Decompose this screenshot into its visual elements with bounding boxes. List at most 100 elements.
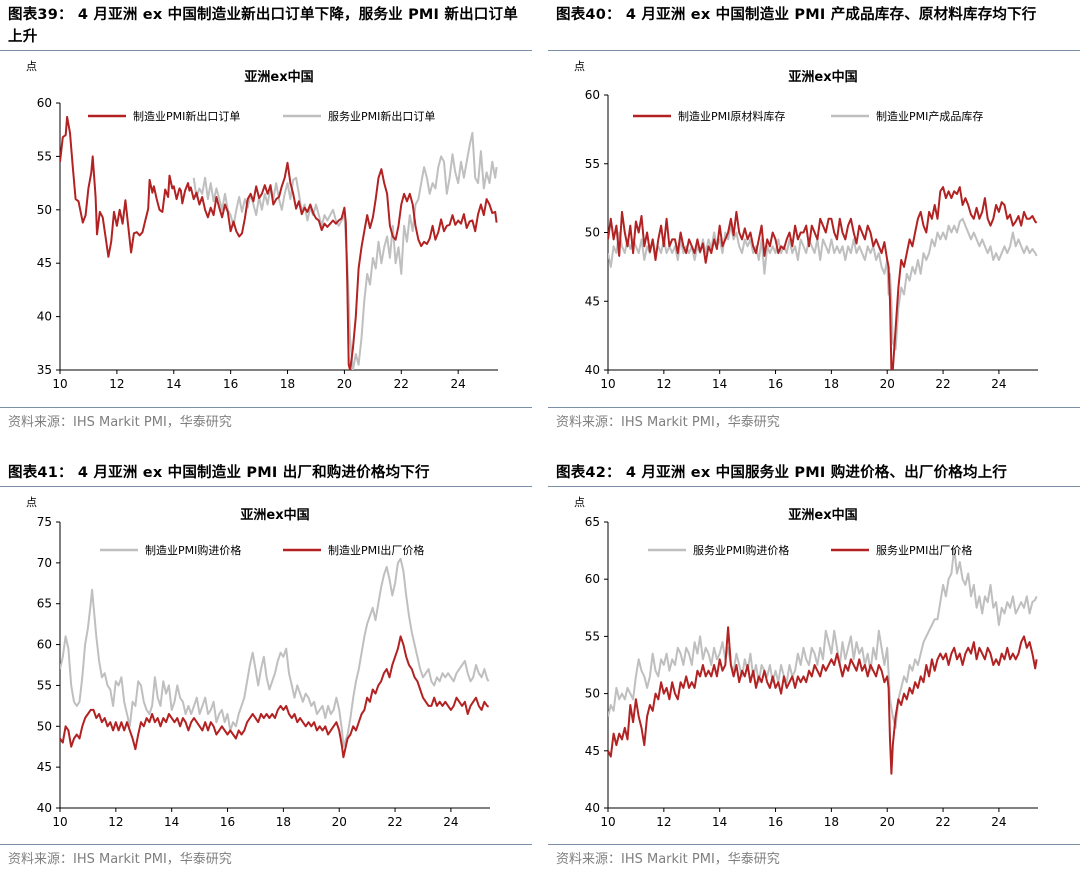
x-tick-label: 14 xyxy=(712,815,727,829)
chart-title: 亚洲ex中国 xyxy=(240,507,309,523)
x-tick-label: 14 xyxy=(164,815,179,829)
y-tick-label: 60 xyxy=(585,88,600,102)
source-note: 资料来源：IHS Markit PMI，华泰研究 xyxy=(8,415,232,430)
legend-label: 制造业PMI原材料库存 xyxy=(678,109,785,123)
chart-panel-42: 图表42： 4 月亚洲 ex 中国服务业 PMI 购进价格、出厂价格均上行 点亚… xyxy=(548,436,1080,872)
y-tick-label: 70 xyxy=(37,556,52,570)
x-tick-label: 20 xyxy=(880,815,895,829)
y-tick-label: 75 xyxy=(37,515,52,529)
legend-label: 服务业PMI新出口订单 xyxy=(328,109,435,123)
y-tick-label: 60 xyxy=(585,572,600,586)
x-tick-label: 22 xyxy=(935,815,950,829)
y-tick-label: 50 xyxy=(585,226,600,240)
x-tick-label: 10 xyxy=(600,815,615,829)
source-rule xyxy=(0,407,532,408)
chart-title: 亚洲ex中国 xyxy=(788,69,857,85)
x-tick-label: 12 xyxy=(109,377,124,391)
y-unit-label: 点 xyxy=(26,60,37,73)
x-tick-label: 20 xyxy=(880,377,895,391)
chart-panel-39: 图表39： 4 月亚洲 ex 中国制造业新出口订单下降，服务业 PMI 新出口订… xyxy=(0,0,532,436)
y-tick-label: 65 xyxy=(585,515,600,529)
source-note: 资料来源：IHS Markit PMI，华泰研究 xyxy=(556,852,780,867)
panel-title: 图表40： 4 月亚洲 ex 中国制造业 PMI 产成品库存、原材料库存均下行 xyxy=(556,7,1037,23)
panel-title: 图表41： 4 月亚洲 ex 中国制造业 PMI 出厂和购进价格均下行 xyxy=(8,465,430,481)
title-rule xyxy=(0,486,532,487)
title-rule xyxy=(548,486,1080,487)
legend-label: 制造业PMI出厂价格 xyxy=(328,543,424,557)
x-tick-label: 24 xyxy=(991,815,1006,829)
title-rule xyxy=(548,50,1080,51)
y-tick-label: 50 xyxy=(37,719,52,733)
y-tick-label: 60 xyxy=(37,96,52,110)
x-tick-label: 12 xyxy=(656,377,671,391)
title-rule xyxy=(0,50,532,51)
y-tick-label: 45 xyxy=(37,256,52,270)
x-tick-label: 16 xyxy=(220,815,235,829)
x-tick-label: 24 xyxy=(451,377,466,391)
series-line xyxy=(60,557,490,748)
panel-title: 图表42： 4 月亚洲 ex 中国服务业 PMI 购进价格、出厂价格均上行 xyxy=(556,465,1008,481)
y-tick-label: 45 xyxy=(37,760,52,774)
y-tick-label: 40 xyxy=(37,801,52,815)
x-tick-label: 14 xyxy=(712,377,727,391)
y-tick-label: 40 xyxy=(585,801,600,815)
series-line xyxy=(192,131,498,370)
legend-label: 制造业PMI新出口订单 xyxy=(133,109,240,123)
y-tick-label: 55 xyxy=(585,629,600,643)
series-line xyxy=(608,547,1038,729)
legend-label: 服务业PMI出厂价格 xyxy=(876,543,972,557)
x-tick-label: 10 xyxy=(600,377,615,391)
x-tick-label: 22 xyxy=(394,377,409,391)
y-tick-label: 35 xyxy=(37,363,52,377)
legend-label: 制造业PMI购进价格 xyxy=(145,543,241,557)
y-tick-label: 55 xyxy=(37,678,52,692)
x-tick-label: 24 xyxy=(991,377,1006,391)
y-tick-label: 50 xyxy=(585,687,600,701)
x-tick-label: 18 xyxy=(276,815,291,829)
series-line xyxy=(60,635,490,759)
x-tick-label: 16 xyxy=(768,815,783,829)
legend-label: 制造业PMI产成品库存 xyxy=(876,109,983,123)
x-tick-label: 20 xyxy=(332,815,347,829)
y-tick-label: 50 xyxy=(37,203,52,217)
series-line xyxy=(60,115,498,370)
x-tick-label: 18 xyxy=(824,377,839,391)
y-unit-label: 点 xyxy=(26,496,37,509)
chart-panel-40: 图表40： 4 月亚洲 ex 中国制造业 PMI 产成品库存、原材料库存均下行 … xyxy=(548,0,1080,436)
series-line xyxy=(608,217,1038,351)
source-note: 资料来源：IHS Markit PMI，华泰研究 xyxy=(8,852,232,867)
y-tick-label: 55 xyxy=(585,157,600,171)
y-tick-label: 65 xyxy=(37,597,52,611)
x-tick-label: 22 xyxy=(935,377,950,391)
x-tick-label: 16 xyxy=(768,377,783,391)
series-line xyxy=(608,186,1038,370)
x-tick-label: 22 xyxy=(387,815,402,829)
legend-label: 服务业PMI购进价格 xyxy=(693,543,789,557)
y-tick-label: 45 xyxy=(585,294,600,308)
y-tick-label: 45 xyxy=(585,744,600,758)
x-tick-label: 10 xyxy=(52,377,67,391)
x-tick-label: 18 xyxy=(824,815,839,829)
source-rule xyxy=(548,844,1080,845)
x-tick-label: 20 xyxy=(337,377,352,391)
y-tick-label: 60 xyxy=(37,638,52,652)
y-unit-label: 点 xyxy=(574,496,585,509)
y-tick-label: 40 xyxy=(37,310,52,324)
source-rule xyxy=(0,844,532,845)
x-tick-label: 10 xyxy=(52,815,67,829)
chart-title: 亚洲ex中国 xyxy=(244,69,313,85)
source-note: 资料来源：IHS Markit PMI，华泰研究 xyxy=(556,415,780,430)
x-tick-label: 12 xyxy=(108,815,123,829)
x-tick-label: 16 xyxy=(223,377,238,391)
x-tick-label: 12 xyxy=(656,815,671,829)
panel-title: 图表39： 4 月亚洲 ex 中国制造业新出口订单下降，服务业 PMI 新出口订… xyxy=(8,7,518,45)
y-tick-label: 55 xyxy=(37,149,52,163)
chart-panel-41: 图表41： 4 月亚洲 ex 中国制造业 PMI 出厂和购进价格均下行 点亚洲e… xyxy=(0,436,532,872)
y-unit-label: 点 xyxy=(574,60,585,73)
x-tick-label: 18 xyxy=(280,377,295,391)
x-tick-label: 24 xyxy=(443,815,458,829)
